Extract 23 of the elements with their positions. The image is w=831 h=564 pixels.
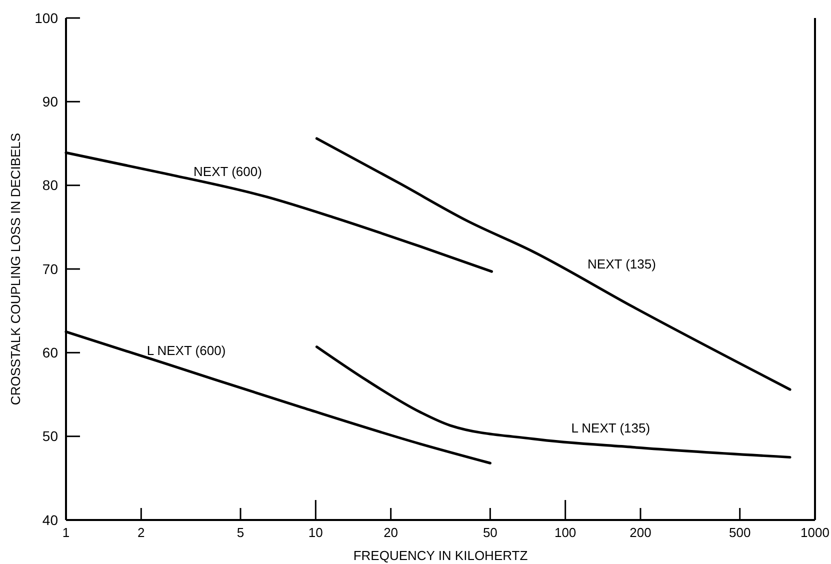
y-tick-label: 50: [42, 428, 58, 444]
series-label: NEXT (135): [588, 256, 656, 272]
x-axis-title: FREQUENCY IN KILOHERTZ: [353, 548, 528, 563]
x-tick-label: 1: [62, 525, 70, 540]
y-tick-label: 70: [42, 260, 58, 277]
x-tick-label: 10: [308, 525, 323, 540]
x-tick-label: 500: [728, 525, 751, 540]
series-label: L NEXT (600): [146, 343, 226, 358]
y-axis-title: CROSSTALK COUPLING LOSS IN DECIBELS: [8, 132, 23, 406]
y-tick-label: 90: [42, 94, 58, 110]
x-tick-label: 50: [482, 525, 498, 540]
series-label: NEXT (600): [194, 164, 262, 179]
x-tick-label: 20: [384, 525, 398, 540]
y-tick-label: 60: [42, 344, 58, 361]
y-tick-label: 80: [42, 177, 58, 194]
y-tick-label: 40: [42, 512, 58, 528]
x-tick-label: 2: [138, 525, 145, 540]
series-label: L NEXT (135): [571, 420, 650, 436]
x-tick-label: 1000: [800, 525, 830, 540]
x-tick-label: 5: [236, 525, 244, 540]
x-tick-label: 100: [554, 525, 576, 540]
y-tick-label: 100: [34, 10, 58, 26]
x-tick-label: 200: [630, 525, 652, 540]
